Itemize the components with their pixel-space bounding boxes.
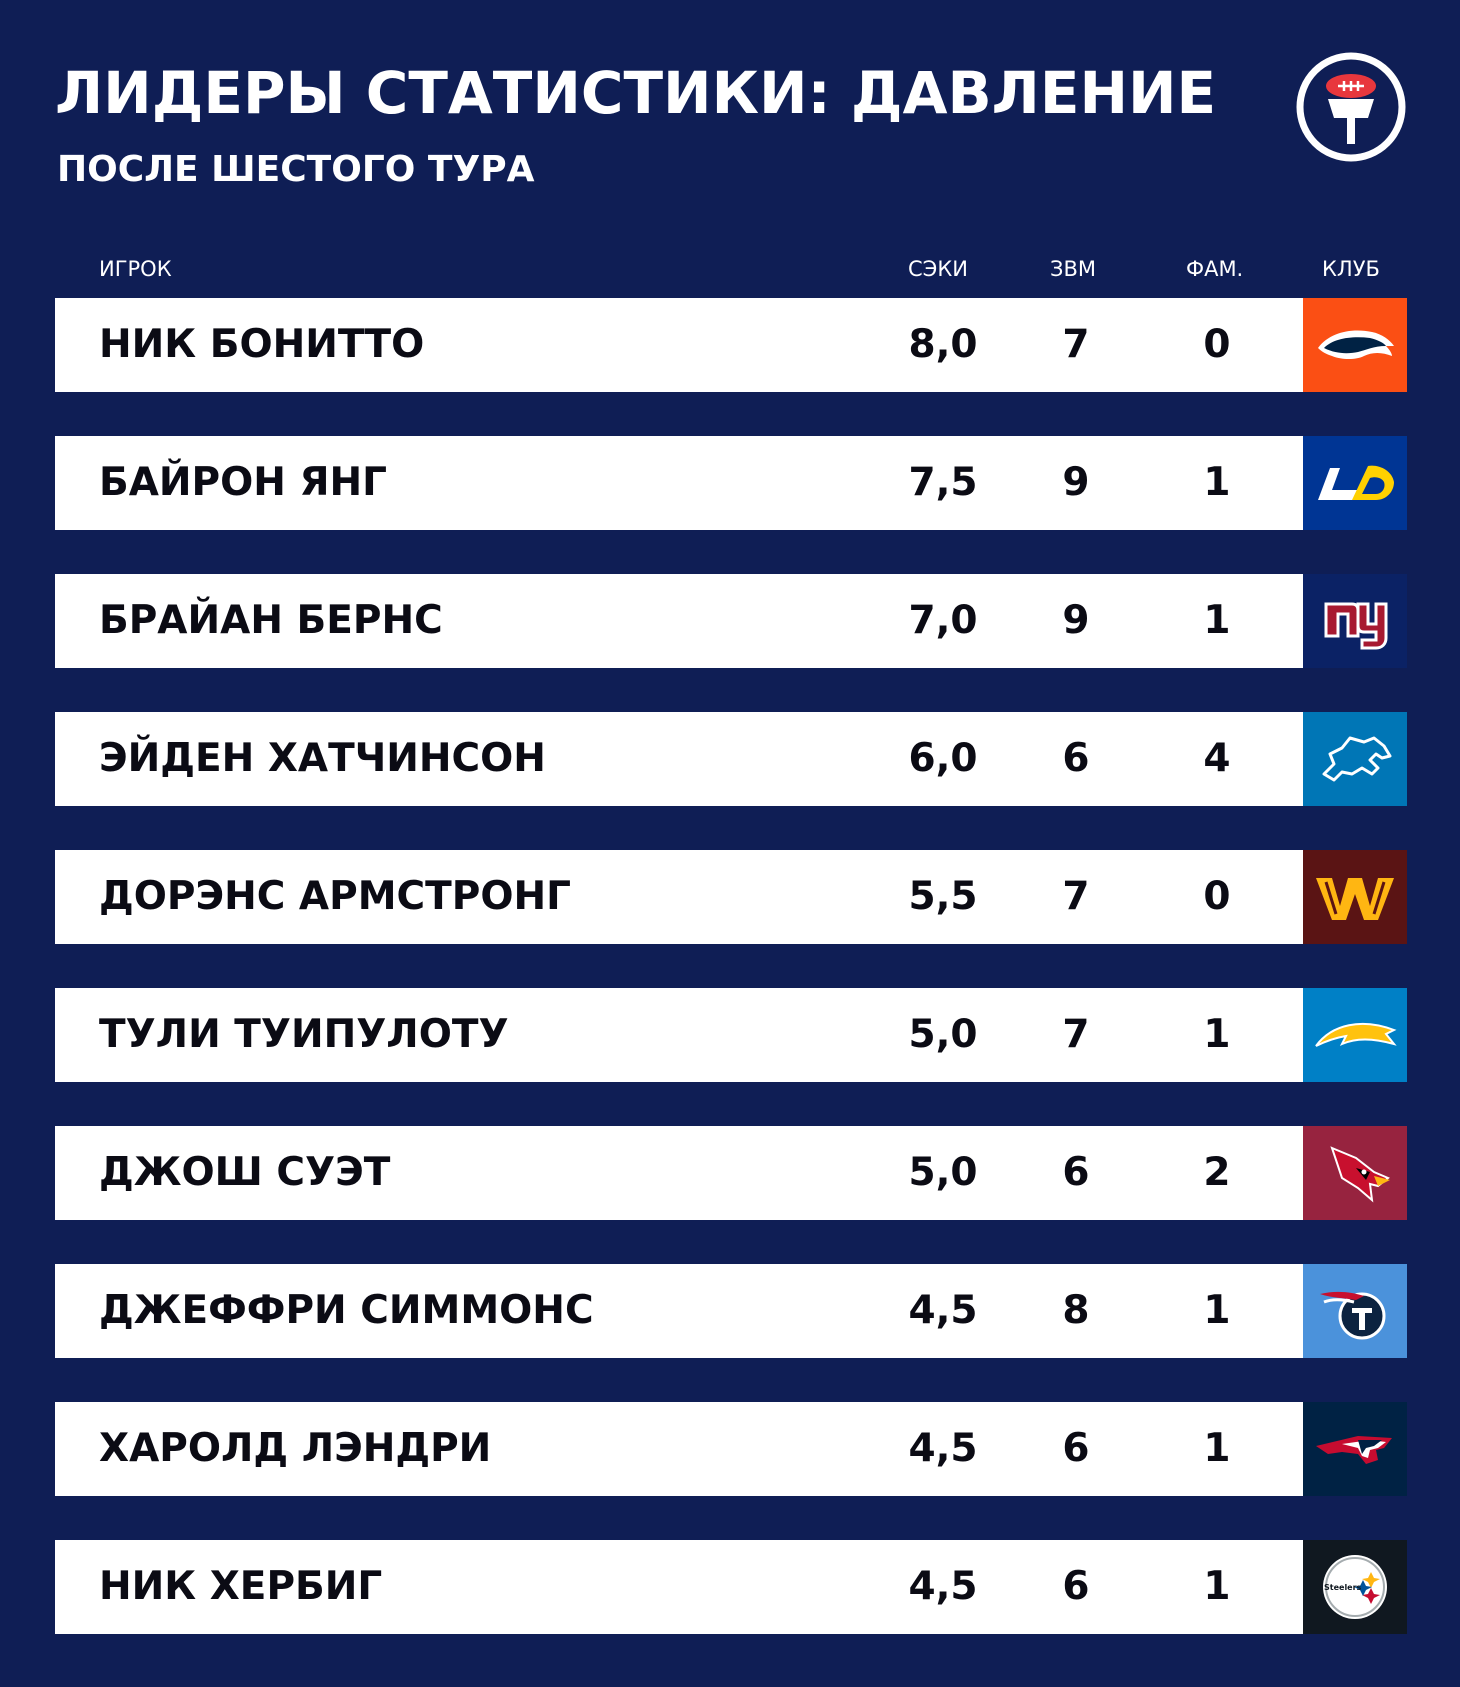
table-row: ТУЛИ ТУИПУЛОТУ 5,0 7 1 — [55, 988, 1407, 1082]
player-name: ТУЛИ ТУИПУЛОТУ — [99, 1012, 509, 1057]
cardinals-bird-icon — [1330, 1146, 1390, 1203]
club-badge — [1303, 850, 1407, 944]
commanders-w-icon — [1316, 878, 1394, 920]
table-row: НИК БОНИТТО 8,0 7 0 — [55, 298, 1407, 392]
page-subtitle: ПОСЛЕ ШЕСТОГО ТУРА — [57, 149, 535, 190]
player-name: ДЖЕФФРИ СИММОНС — [99, 1288, 594, 1333]
table-row: БРАЙАН БЕРНС 7,0 9 1 — [55, 574, 1407, 668]
table-row: ДЖОШ СУЭТ 5,0 6 2 — [55, 1126, 1407, 1220]
table-row: ЭЙДЕН ХАТЧИНСОН 6,0 6 4 — [55, 712, 1407, 806]
qb-hits-value: 7 — [1062, 874, 1090, 919]
sacks-value: 4,5 — [908, 1426, 978, 1471]
sacks-value: 6,0 — [908, 736, 978, 781]
broncos-horse-icon — [1318, 330, 1394, 359]
qb-hits-value: 9 — [1062, 460, 1090, 505]
fumbles-value: 1 — [1203, 1426, 1231, 1471]
sacks-value: 4,5 — [908, 1288, 978, 1333]
column-header-player: ИГРОК — [99, 257, 172, 281]
titans-t-icon — [1320, 1291, 1386, 1340]
sacks-value: 7,5 — [908, 460, 978, 505]
table-row: БАЙРОН ЯНГ 7,5 9 1 — [55, 436, 1407, 530]
qb-hits-value: 9 — [1062, 598, 1090, 643]
fumbles-value: 2 — [1203, 1150, 1231, 1195]
player-name: НИК ХЕРБИГ — [99, 1564, 383, 1609]
qb-hits-value: 6 — [1062, 1426, 1090, 1471]
column-header-sacks: СЭКИ — [908, 257, 968, 281]
sacks-value: 7,0 — [908, 598, 978, 643]
club-badge — [1303, 436, 1407, 530]
qb-hits-value: 8 — [1062, 1288, 1090, 1333]
steelers-logo-icon: Steelers — [1323, 1555, 1387, 1619]
club-badge — [1303, 1264, 1407, 1358]
table-row: ДОРЭНС АРМСТРОНГ 5,5 7 0 — [55, 850, 1407, 944]
player-name: БАЙРОН ЯНГ — [99, 460, 388, 505]
fumbles-value: 1 — [1203, 1564, 1231, 1609]
club-badge — [1303, 298, 1407, 392]
player-name: НИК БОНИТТО — [99, 322, 425, 367]
sacks-value: 4,5 — [908, 1564, 978, 1609]
qb-hits-value: 6 — [1062, 1150, 1090, 1195]
qb-hits-value: 6 — [1062, 736, 1090, 781]
giants-ny-icon — [1324, 602, 1388, 650]
lions-lion-icon — [1322, 736, 1392, 782]
patriots-flying-elvis-icon — [1316, 1436, 1392, 1464]
sacks-value: 5,0 — [908, 1150, 978, 1195]
club-badge — [1303, 1126, 1407, 1220]
chargers-bolt-icon — [1315, 1023, 1397, 1047]
column-header-qb-hits: ЗВМ — [1050, 257, 1096, 281]
club-badge — [1303, 712, 1407, 806]
fumbles-value: 4 — [1203, 736, 1231, 781]
fumbles-value: 1 — [1203, 598, 1231, 643]
sacks-value: 5,0 — [908, 1012, 978, 1057]
column-header-fumbles: ФАМ. — [1186, 257, 1244, 281]
player-name: ДОРЭНС АРМСТРОНГ — [99, 874, 571, 919]
football-microphone-logo-icon — [1296, 52, 1406, 162]
club-badge — [1303, 1402, 1407, 1496]
player-name: ЭЙДЕН ХАТЧИНСОН — [99, 736, 546, 781]
club-badge — [1303, 574, 1407, 668]
table-row: НИК ХЕРБИГ 4,5 6 1 Steelers — [55, 1540, 1407, 1634]
player-name: БРАЙАН БЕРНС — [99, 598, 443, 643]
qb-hits-value: 6 — [1062, 1564, 1090, 1609]
player-name: ДЖОШ СУЭТ — [99, 1150, 391, 1195]
qb-hits-value: 7 — [1062, 1012, 1090, 1057]
column-header-club: КЛУБ — [1322, 257, 1380, 281]
page-title: ЛИДЕРЫ СТАТИСТИКИ: ДАВЛЕНИЕ — [55, 59, 1217, 127]
fumbles-value: 1 — [1203, 460, 1231, 505]
fumbles-value: 1 — [1203, 1288, 1231, 1333]
rams-la-icon — [1318, 465, 1394, 500]
fumbles-value: 0 — [1203, 322, 1231, 367]
steelers-wordmark: Steelers — [1324, 1583, 1362, 1592]
club-badge: Steelers — [1303, 1540, 1407, 1634]
qb-hits-value: 7 — [1062, 322, 1090, 367]
table-row: ХАРОЛД ЛЭНДРИ 4,5 6 1 — [55, 1402, 1407, 1496]
table-row: ДЖЕФФРИ СИММОНС 4,5 8 1 — [55, 1264, 1407, 1358]
club-badge — [1303, 988, 1407, 1082]
player-name: ХАРОЛД ЛЭНДРИ — [99, 1426, 492, 1471]
fumbles-value: 1 — [1203, 1012, 1231, 1057]
sacks-value: 8,0 — [908, 322, 978, 367]
fumbles-value: 0 — [1203, 874, 1231, 919]
sacks-value: 5,5 — [908, 874, 978, 919]
